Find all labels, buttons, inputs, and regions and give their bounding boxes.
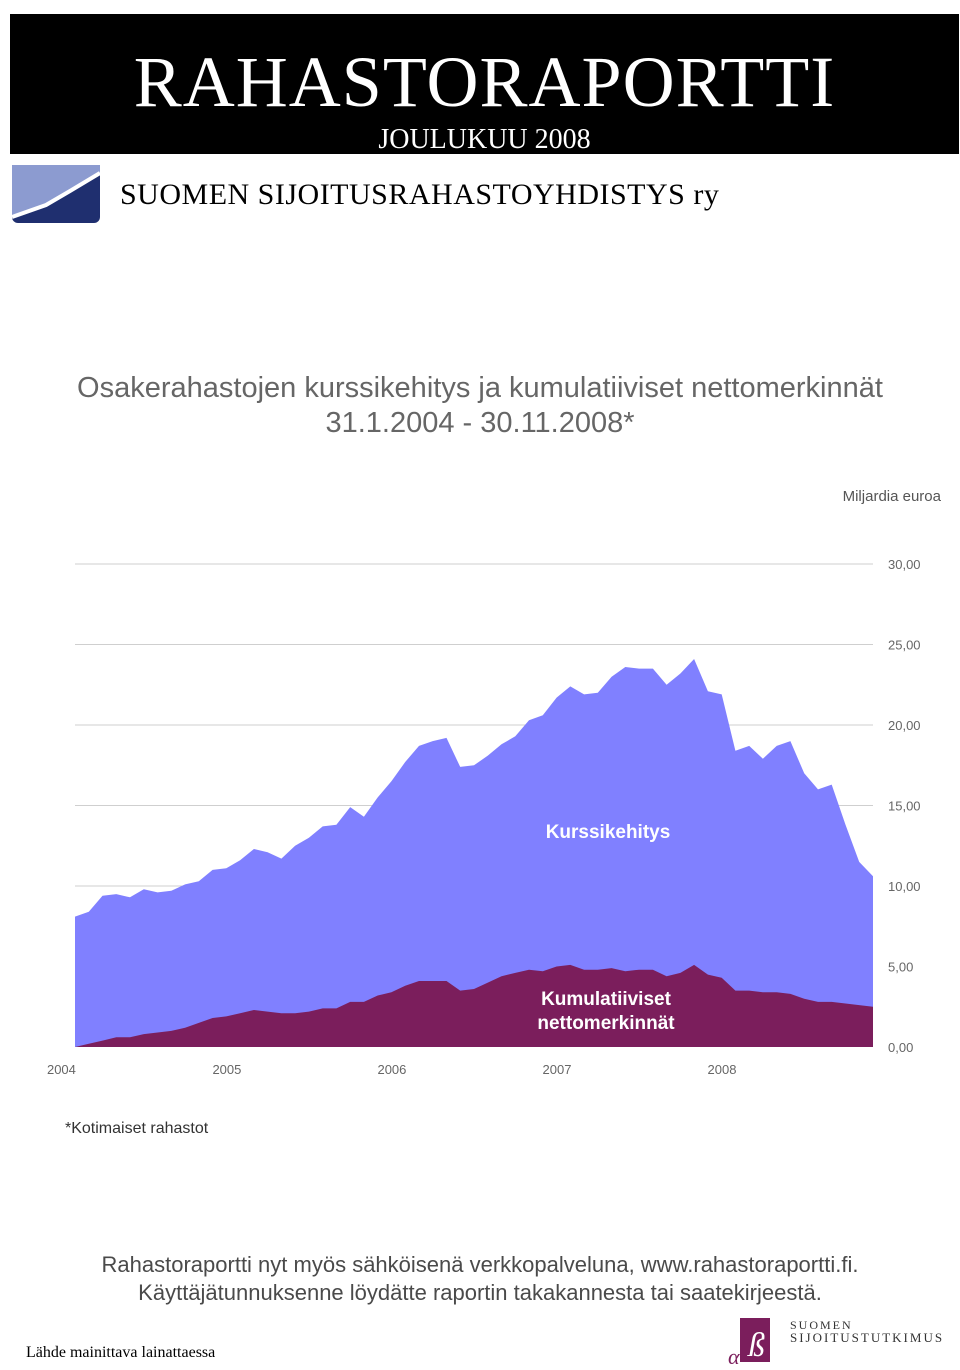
publisher-name-line1: SUOMEN xyxy=(790,1318,853,1332)
promo-line-1: Rahastoraportti nyt myös sähköisenä verk… xyxy=(101,1252,859,1277)
footnote: *Kotimaiset rahastot xyxy=(65,1120,209,1137)
series-label-nettomerkinnat-line2: nettomerkinnät xyxy=(537,1013,675,1034)
series-area-nettomerkinnat xyxy=(75,964,873,1047)
series-label-nettomerkinnat-line1: Kumulatiiviset xyxy=(541,989,672,1010)
series-label-kurssikehitys: Kurssikehitys xyxy=(546,822,671,843)
x-tick-label: 2007 xyxy=(543,1062,572,1077)
series-area-kurssikehitys xyxy=(75,659,873,1047)
unit-label: Miljardia euroa xyxy=(843,488,942,505)
organization-name: SUOMEN SIJOITUSRAHASTOYHDISTYS ry xyxy=(120,178,720,211)
y-tick-label: 25,00 xyxy=(888,638,921,653)
y-tick-label: 30,00 xyxy=(888,557,921,572)
area-chart: Miljardia euroa 0,00 5,00 10,00 15,00 20,00 2… xyxy=(47,488,942,1077)
report-issue: JOULUKUU 2008 xyxy=(378,124,591,155)
source-note: Lähde mainittava lainattaessa xyxy=(26,1344,216,1361)
axis-ticks: 0,00 5,00 10,00 15,00 20,00 25,00 30,00 2004 200… xyxy=(47,557,921,1077)
publisher-logo-icon: ß α xyxy=(728,1318,770,1366)
svg-text:ß: ß xyxy=(747,1327,765,1364)
y-tick-label: 10,00 xyxy=(888,879,921,894)
x-tick-label: 2005 xyxy=(212,1062,241,1077)
x-tick-label: 2004 xyxy=(47,1062,76,1077)
y-tick-label: 0,00 xyxy=(888,1040,913,1055)
y-tick-label: 15,00 xyxy=(888,799,921,814)
x-tick-label: 2008 xyxy=(708,1062,737,1077)
organization-logo-icon xyxy=(12,165,100,223)
report-title: RAHASTORAPORTTI xyxy=(133,42,836,122)
y-tick-label: 20,00 xyxy=(888,718,921,733)
chart-period: 31.1.2004 - 30.11.2008* xyxy=(325,407,635,439)
y-tick-label: 5,00 xyxy=(888,960,913,975)
publisher-name-line2: SIJOITUSTUTKIMUS xyxy=(790,1330,945,1345)
chart-title: Osakerahastojen kurssikehitys ja kumulat… xyxy=(77,372,883,404)
svg-text:α: α xyxy=(728,1344,740,1366)
x-tick-label: 2006 xyxy=(377,1062,406,1077)
promo-line-2: Käyttäjätunnuksenne löydätte raportin ta… xyxy=(138,1280,822,1305)
header-banner: RAHASTORAPORTTI JOULUKUU 2008 xyxy=(10,14,959,155)
